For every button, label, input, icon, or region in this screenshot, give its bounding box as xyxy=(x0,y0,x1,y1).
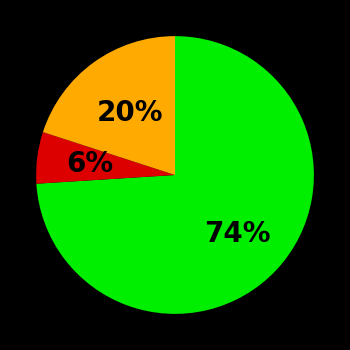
Text: 6%: 6% xyxy=(66,150,113,178)
Text: 20%: 20% xyxy=(97,99,163,127)
Wedge shape xyxy=(43,36,175,175)
Wedge shape xyxy=(36,36,314,314)
Wedge shape xyxy=(36,132,175,184)
Text: 74%: 74% xyxy=(204,220,271,248)
